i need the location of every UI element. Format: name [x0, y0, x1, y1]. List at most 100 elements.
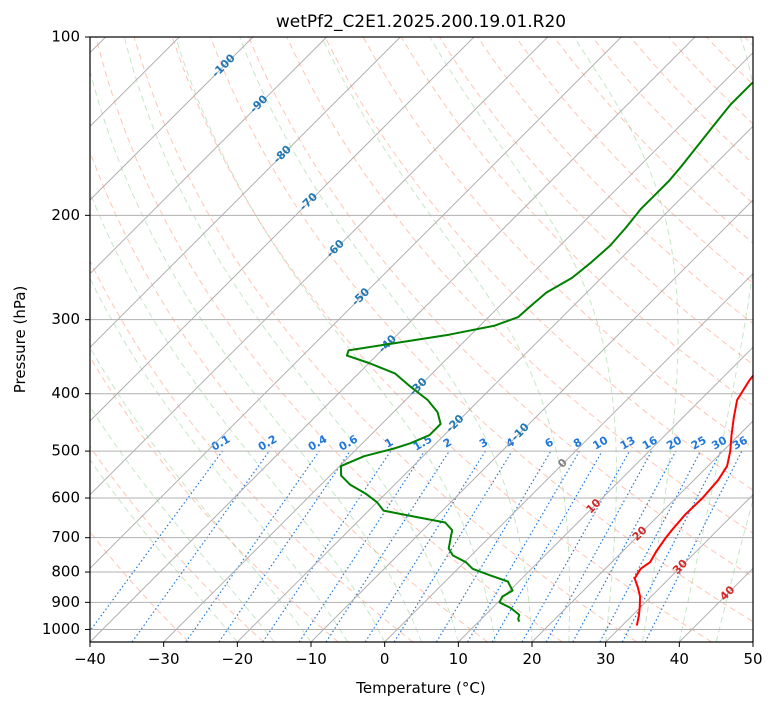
mixing-ratio-label: 20 [664, 433, 684, 452]
isotherm-gridline [531, 420, 753, 642]
isotherm-gridline [163, 51, 753, 642]
moist-adiabat [90, 346, 312, 642]
dry-adiabat [90, 356, 339, 642]
moist-adiabat [90, 191, 386, 642]
mixing-ratio-line [599, 450, 702, 642]
moist-adiabat [90, 405, 275, 642]
mixing-ratio-label: 25 [689, 434, 709, 453]
mixing-ratio-line [262, 450, 392, 642]
y-tick-label: 200 [51, 206, 80, 224]
moist-adiabat [678, 37, 753, 642]
moist-adiabat [90, 68, 422, 642]
y-axis-label: Pressure (hPa) [11, 286, 29, 394]
y-axis: 100 200 300 400 500 600 700 800 900 1000 [42, 28, 90, 638]
mixing-ratio-label: 13 [618, 434, 638, 453]
x-tick-label: 10 [449, 650, 468, 668]
isotherm-gridline [384, 272, 753, 642]
isotherm-gridline [90, 37, 254, 201]
dry-adiabat [248, 37, 753, 578]
moist-adiabat [573, 37, 679, 642]
moist-adiabat [239, 37, 533, 642]
y-tick-label: 600 [51, 489, 80, 507]
dry-adiabat [95, 37, 563, 642]
dry-adiabat [90, 445, 264, 642]
y-tick-label: 400 [51, 384, 80, 402]
moist-adiabat [175, 37, 496, 642]
dry-adiabat [90, 259, 414, 642]
x-tick-label: −40 [74, 650, 106, 668]
moist-adiabat [429, 37, 617, 642]
mixing-ratio-line [325, 450, 450, 642]
mixing-ratio-line [185, 450, 320, 642]
isotherm-gridline [752, 641, 753, 642]
moist-adiabat [123, 37, 459, 642]
mixing-ratio-line [393, 450, 513, 642]
mixing-ratio-line [90, 450, 223, 632]
dry-adiabat [438, 37, 753, 366]
mixing-ratio-line [466, 450, 580, 642]
moist-adiabat [90, 458, 238, 642]
x-tick-label: 40 [670, 650, 689, 668]
x-tick-label: 50 [743, 650, 762, 668]
isotherm-gridline [310, 199, 753, 642]
x-tick-label: −20 [222, 650, 254, 668]
mixing-ratio-label: 36 [730, 433, 750, 452]
dry-adiabat [553, 37, 753, 244]
isotherm-gridline [457, 346, 753, 642]
y-tick-label: 500 [51, 442, 80, 460]
x-tick-label: −10 [295, 650, 327, 668]
x-tick-label: −30 [148, 650, 180, 668]
dry-adiabat [744, 37, 753, 47]
moist-adiabat [90, 277, 349, 642]
x-axis-label: Temperature (°C) [355, 679, 485, 697]
isotherm-gridline [90, 37, 622, 570]
mixing-ratio-line [298, 450, 425, 642]
temperature-profile [633, 374, 753, 626]
y-tick-label: 800 [51, 563, 80, 581]
plot-area: 0.10.20.40.611.52346810131620253036-100-… [90, 37, 753, 642]
dry-adiabat [286, 37, 753, 534]
mixing-ratio-line [364, 450, 486, 642]
mixing-ratio-label: 0.1 [209, 433, 232, 454]
plot-frame [89, 36, 754, 643]
mixing-ratio-line [435, 450, 552, 642]
y-tick-label: 900 [51, 593, 80, 611]
isotherm-gridline [678, 567, 753, 642]
y-tick-label: 700 [51, 528, 80, 546]
isotherm-gridline [236, 125, 753, 642]
mixing-ratio-label: 0.2 [256, 433, 279, 454]
y-tick-label: 300 [51, 310, 80, 328]
isotherm-gridline [90, 37, 475, 422]
dewpoint-profile [340, 81, 753, 622]
dry-adiabat [668, 37, 753, 125]
mixing-ratio-label: 30 [709, 433, 729, 452]
dry-adiabat [706, 37, 753, 86]
x-tick-label: 30 [596, 650, 615, 668]
isotherm-gridline [90, 37, 328, 275]
mixing-ratio-line [491, 450, 603, 642]
dry-adiabat [515, 37, 753, 284]
isotherm-gridline [90, 37, 549, 496]
y-tick-label: 1000 [42, 620, 80, 638]
y-tick-label: 100 [51, 28, 80, 46]
mixing-ratio-label: 0.6 [337, 432, 361, 453]
x-tick-label: 0 [380, 650, 390, 668]
moist-adiabat [715, 498, 753, 642]
chart-title: wetPf2_C2E1.2025.200.19.01.R20 [276, 12, 566, 32]
isotherm-gridline [605, 493, 753, 642]
dry-adiabat [210, 37, 753, 623]
isotherm-gridline [90, 37, 401, 349]
dry-adiabat [171, 37, 712, 642]
dry-adiabat [324, 37, 753, 491]
dry-adiabat [133, 37, 638, 642]
x-tick-label: 20 [522, 650, 541, 668]
mixing-ratio-line [572, 450, 677, 642]
x-axis: −40 −30 −20 −10 0 10 20 30 40 50 [74, 642, 763, 668]
mixing-ratio-line [521, 450, 631, 642]
mixing-ratio-line [218, 450, 351, 642]
mixing-ratio-label: 0.4 [306, 432, 330, 453]
mixing-ratio-label: 10 [591, 433, 611, 452]
dry-adiabat [591, 37, 753, 204]
isotherm-gridline [90, 37, 696, 642]
